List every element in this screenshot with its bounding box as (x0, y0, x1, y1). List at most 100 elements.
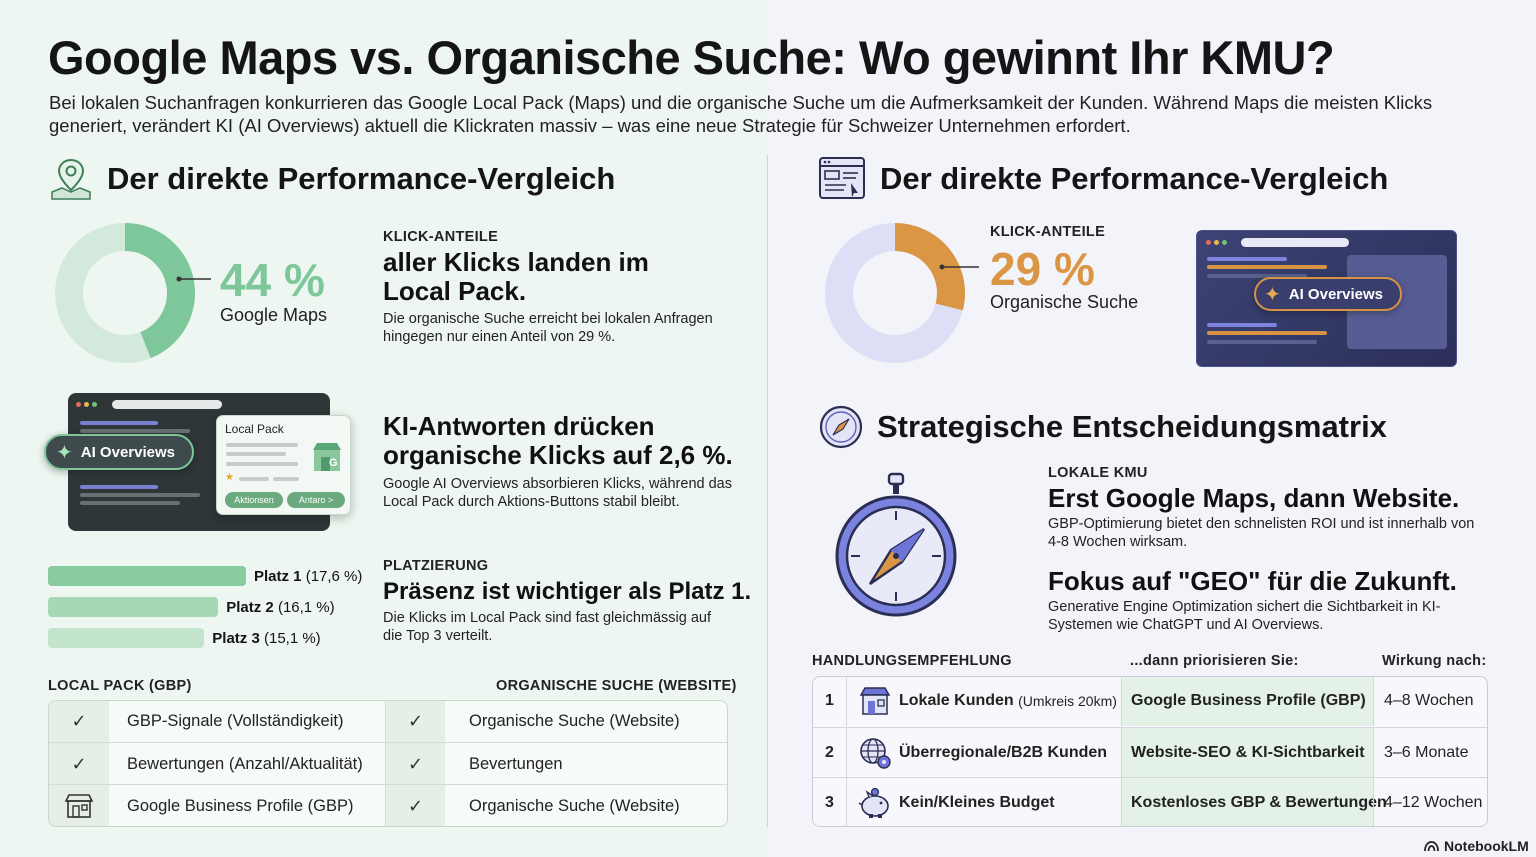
placement-bar (48, 628, 205, 648)
result-line (1207, 257, 1287, 261)
comparison-table: ✓ GBP-Signale (Vollständigkeit) ✓ Organi… (48, 700, 728, 827)
klick-text: Die organische Suche erreicht bei lokale… (383, 311, 713, 345)
left-section-title: Der direkte Performance-Vergleich (107, 161, 616, 196)
map-pin-icon (48, 156, 94, 202)
stopwatch-compass-icon (834, 472, 958, 620)
piggy-bank-icon (857, 778, 893, 826)
store-g-icon: G (309, 440, 345, 474)
donut-leader-dot (176, 276, 182, 282)
placement-bar (48, 597, 219, 617)
result-line (80, 493, 200, 497)
check-icon: ✓ (49, 701, 109, 742)
check-icon: ✓ (49, 743, 109, 785)
target-cell: Lokale Kunden (Umkreis 20km) (899, 692, 1117, 709)
check-icon: ✓ (385, 701, 445, 742)
window-dot-icon (92, 402, 97, 407)
local-pack-header: LOCAL PACK (GBP) (48, 678, 192, 694)
placement-bars: Platz 1 (17,6 %) Platz 2 (16,1 %) Platz … (0, 0, 362, 648)
google-maps-donut (55, 223, 211, 363)
result-line (1207, 265, 1327, 269)
platz-text: Die Klicks im Local Pack sind fast gleic… (383, 610, 711, 644)
star-icon: ★ (225, 472, 234, 483)
notebooklm-logo-icon (1424, 841, 1439, 852)
donut-slice (124, 223, 195, 359)
card-line (226, 443, 298, 447)
column-divider (767, 155, 768, 827)
row-number: 1 (813, 677, 847, 726)
ai-overviews-label: AI Overviews (1288, 285, 1383, 303)
effect-header: Wirkung nach: (1382, 653, 1487, 669)
table-row: 1 Lokale Kunden (Umkreis 20km) Google Bu… (813, 677, 1487, 726)
globe-gear-icon (857, 728, 893, 778)
ki-text: Google AI Overviews absorbieren Klicks, … (383, 476, 732, 510)
search-bar-shape (112, 400, 222, 409)
notebooklm-brand: NotebookLM (1424, 838, 1529, 854)
search-bar-shape (1241, 238, 1349, 247)
storefront-icon (857, 677, 893, 726)
organic-header: ORGANISCHE SUCHE (WEBSITE) (496, 678, 737, 694)
local-pack-label: Local Pack (225, 422, 284, 436)
browser-window-icon (818, 156, 866, 200)
ki-headline: KI-Antworten drücken organische Klicks a… (383, 411, 733, 470)
result-line (80, 501, 180, 505)
google-maps-percent: 44 % (220, 254, 325, 306)
row-number: 2 (813, 728, 847, 778)
placement-bar (48, 566, 246, 586)
right-section-title: Der direkte Performance-Vergleich (880, 161, 1389, 196)
card-line (273, 477, 299, 481)
window-dot-icon (76, 402, 81, 407)
window-dot-icon (1222, 240, 1227, 245)
organic-search-donut (825, 223, 979, 363)
placement-bar-label: Platz 2 (16,1 %) (226, 599, 335, 616)
table-row: ✓ GBP-Signale (Vollständigkeit) ✓ Organi… (49, 701, 727, 742)
table-cell: Organische Suche (Website) (469, 796, 680, 815)
priority-cell: Website-SEO & KI-Sichtbarkeit (1121, 728, 1373, 778)
organic-label: Organische Suche (990, 292, 1139, 312)
target-cell: Kein/Kleines Budget (899, 794, 1055, 811)
check-icon: ✓ (385, 785, 445, 826)
right-klick-kicker: KLICK-ANTEILE (990, 224, 1106, 240)
sparkle-icon: ✦ (56, 441, 73, 464)
window-dot-icon (1214, 240, 1219, 245)
card-line (226, 462, 298, 466)
action-button[interactable]: Antaro > (287, 492, 345, 508)
sparkle-icon: ✦ (1264, 283, 1281, 306)
storefront-icon (49, 785, 109, 826)
result-line (1207, 331, 1327, 335)
table-cell: Google Business Profile (GBP) (127, 796, 354, 815)
result-line (1207, 323, 1277, 327)
store-letter: G (329, 457, 338, 469)
result-line (80, 421, 158, 425)
table-row: Google Business Profile (GBP) ✓ Organisc… (49, 784, 727, 826)
ai-overviews-badge: ✦ AI Overviews (1254, 277, 1402, 311)
local-pack-card: Local Pack ★ G Aktionsen Antaro > (216, 415, 351, 515)
matrix-title: Strategische Entscheidungsmatrix (877, 409, 1387, 444)
platz-kicker: PLATZIERUNG (383, 558, 489, 574)
table-cell: Bewertungen (Anzahl/Aktualität) (127, 754, 363, 773)
placement-bar-label: Platz 1 (17,6 %) (254, 568, 363, 585)
priority-header: ...dann priorisieren Sie: (1130, 653, 1299, 669)
table-row: 3 Kein/Kleines Budget Kostenloses GBP & … (813, 777, 1487, 826)
check-icon: ✓ (385, 743, 445, 785)
window-dot-icon (84, 402, 89, 407)
google-maps-label: Google Maps (220, 305, 328, 325)
priority-cell: Kostenloses GBP & Bewertungen (1121, 778, 1387, 826)
action-button[interactable]: Aktionsen (225, 492, 283, 508)
ai-overviews-label: AI Overviews (80, 443, 175, 461)
donut-slice (894, 223, 965, 311)
page-title: Google Maps vs. Organische Suche: Wo gew… (48, 31, 1335, 84)
table-row: ✓ Bewertungen (Anzahl/Aktualität) ✓ Beve… (49, 742, 727, 785)
table-cell: Bevertungen (469, 754, 563, 773)
card-line (226, 452, 286, 456)
result-line (1207, 274, 1307, 278)
table-cell: GBP-Signale (Vollständigkeit) (127, 711, 344, 730)
matrix-text-2: Generative Engine Optimization sichert d… (1048, 599, 1441, 633)
time-cell: 3–6 Monate (1373, 728, 1487, 778)
time-cell: 4–8 Wochen (1373, 677, 1487, 726)
result-line (80, 485, 158, 489)
table-cell: Organische Suche (Website) (469, 711, 680, 730)
brand-label: NotebookLM (1444, 838, 1529, 854)
donut-leader-dot (939, 264, 945, 270)
card-line (239, 477, 269, 481)
ai-overviews-badge: ✦ AI Overviews (44, 434, 194, 470)
